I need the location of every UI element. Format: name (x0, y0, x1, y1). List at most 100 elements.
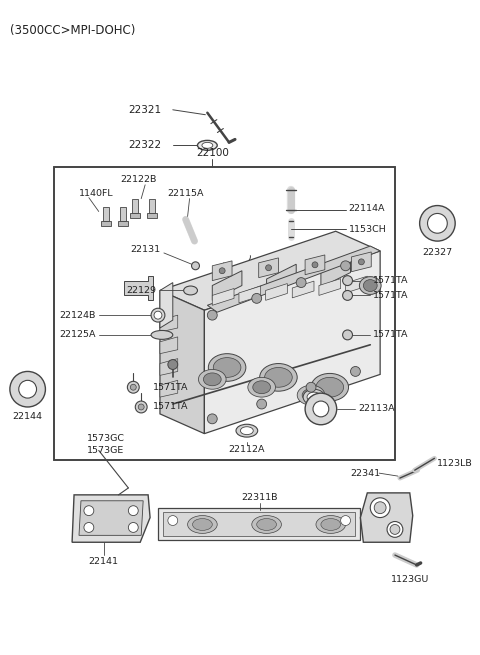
Polygon shape (239, 286, 261, 303)
Circle shape (306, 383, 316, 392)
Circle shape (343, 276, 352, 286)
Ellipse shape (236, 424, 258, 437)
Polygon shape (119, 221, 128, 226)
Circle shape (128, 506, 138, 515)
Ellipse shape (363, 280, 377, 291)
Circle shape (265, 265, 272, 271)
Ellipse shape (360, 276, 381, 295)
Polygon shape (207, 246, 380, 312)
Text: 22122B: 22122B (120, 175, 156, 184)
Circle shape (428, 214, 447, 233)
Ellipse shape (260, 364, 297, 391)
Polygon shape (212, 261, 232, 280)
Ellipse shape (302, 388, 320, 402)
Polygon shape (72, 495, 150, 542)
Ellipse shape (321, 519, 341, 531)
Text: 1571TA: 1571TA (373, 330, 409, 339)
Text: 22341: 22341 (350, 468, 380, 477)
Polygon shape (319, 278, 341, 295)
Circle shape (19, 381, 36, 398)
Ellipse shape (297, 385, 325, 405)
Polygon shape (160, 231, 380, 310)
Ellipse shape (252, 515, 281, 533)
Circle shape (192, 262, 200, 270)
Polygon shape (101, 221, 110, 226)
Ellipse shape (188, 515, 217, 533)
Circle shape (131, 384, 136, 390)
Circle shape (154, 311, 162, 319)
Text: (3500CC>MPI-DOHC): (3500CC>MPI-DOHC) (10, 24, 135, 37)
Polygon shape (351, 252, 371, 272)
Ellipse shape (316, 515, 346, 533)
Circle shape (138, 404, 144, 410)
Polygon shape (124, 276, 153, 301)
Ellipse shape (303, 389, 325, 405)
Text: 22321: 22321 (128, 105, 161, 115)
Polygon shape (147, 214, 157, 218)
Text: 22327: 22327 (422, 248, 453, 257)
Polygon shape (259, 258, 278, 278)
Ellipse shape (264, 367, 292, 387)
Ellipse shape (151, 331, 173, 339)
Circle shape (341, 515, 350, 525)
Circle shape (370, 498, 390, 517)
Ellipse shape (316, 377, 344, 397)
Circle shape (374, 502, 386, 514)
Circle shape (151, 309, 165, 322)
Ellipse shape (240, 426, 253, 435)
Polygon shape (160, 337, 178, 354)
Text: 22311B: 22311B (241, 493, 278, 502)
Polygon shape (346, 276, 367, 293)
Circle shape (343, 290, 352, 301)
Text: 1123GU: 1123GU (391, 575, 429, 584)
Circle shape (219, 268, 225, 274)
Polygon shape (160, 315, 178, 332)
Circle shape (420, 206, 455, 241)
Text: 1153CH: 1153CH (348, 225, 386, 234)
Ellipse shape (208, 354, 246, 381)
Polygon shape (292, 281, 314, 298)
Circle shape (10, 371, 46, 407)
Text: 22124B: 22124B (60, 310, 96, 320)
Polygon shape (103, 206, 108, 221)
Circle shape (252, 293, 262, 303)
Polygon shape (163, 512, 356, 536)
Text: 1571TA: 1571TA (153, 402, 189, 411)
Circle shape (390, 525, 400, 534)
Polygon shape (212, 271, 242, 301)
Text: 22131: 22131 (130, 244, 160, 253)
Text: 22141: 22141 (89, 557, 119, 566)
Ellipse shape (202, 142, 213, 148)
Circle shape (84, 506, 94, 515)
Text: 22113A: 22113A (359, 404, 395, 413)
Text: 22114A: 22114A (348, 204, 385, 213)
Circle shape (207, 414, 217, 424)
Text: 22112A: 22112A (228, 445, 265, 455)
Circle shape (135, 401, 147, 413)
Polygon shape (160, 282, 173, 328)
Circle shape (257, 399, 266, 409)
Ellipse shape (192, 519, 212, 531)
Polygon shape (160, 358, 178, 375)
Circle shape (128, 523, 138, 533)
Circle shape (127, 381, 139, 393)
Polygon shape (305, 255, 325, 274)
Polygon shape (149, 198, 155, 214)
Text: 1571TA: 1571TA (373, 291, 409, 300)
Text: 1571TA: 1571TA (153, 383, 189, 392)
Text: 22115A: 22115A (168, 189, 204, 198)
Circle shape (296, 278, 306, 288)
Circle shape (207, 310, 217, 320)
Ellipse shape (248, 377, 276, 397)
Circle shape (305, 393, 336, 424)
Text: 1123LB: 1123LB (437, 458, 473, 468)
Polygon shape (360, 493, 413, 542)
Circle shape (168, 515, 178, 525)
Ellipse shape (311, 373, 348, 401)
Bar (54, 167, 395, 460)
Text: 22322: 22322 (128, 140, 161, 151)
Circle shape (343, 330, 352, 340)
Text: 22100: 22100 (196, 148, 229, 158)
Ellipse shape (213, 358, 241, 377)
Circle shape (313, 401, 329, 417)
